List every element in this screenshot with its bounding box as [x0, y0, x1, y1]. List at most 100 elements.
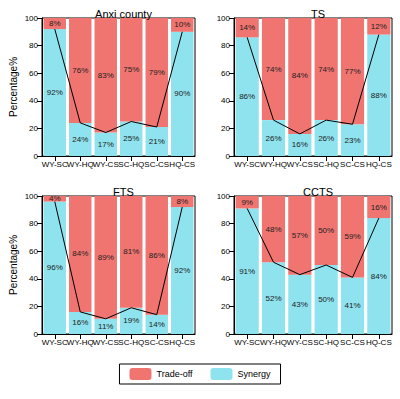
svg-text:SC-CS: SC-CS	[340, 160, 365, 169]
svg-text:60: 60	[29, 247, 38, 256]
svg-text:WY-SC: WY-SC	[234, 338, 260, 347]
svg-text:50%: 50%	[318, 226, 334, 235]
svg-text:92%: 92%	[47, 88, 63, 97]
svg-text:100: 100	[217, 192, 231, 201]
svg-text:WY-HQ: WY-HQ	[260, 338, 287, 347]
svg-text:60: 60	[29, 69, 38, 78]
svg-text:80: 80	[29, 41, 38, 50]
svg-text:HQ-CS: HQ-CS	[366, 160, 392, 169]
svg-text:80: 80	[221, 219, 230, 228]
svg-text:WY-SC: WY-SC	[42, 338, 68, 347]
svg-text:9%: 9%	[241, 198, 253, 207]
svg-text:40: 40	[221, 274, 230, 283]
svg-text:WY-CS: WY-CS	[287, 338, 313, 347]
svg-text:60: 60	[221, 69, 230, 78]
svg-text:74%: 74%	[318, 65, 334, 74]
svg-text:0: 0	[34, 152, 39, 161]
svg-text:75%: 75%	[123, 65, 139, 74]
svg-text:90%: 90%	[174, 89, 190, 98]
svg-text:96%: 96%	[47, 263, 63, 272]
svg-text:26%: 26%	[318, 134, 334, 143]
svg-text:HQ-CS: HQ-CS	[169, 338, 195, 347]
svg-text:41%: 41%	[344, 301, 360, 310]
svg-text:Synergy: Synergy	[238, 369, 272, 379]
svg-text:77%: 77%	[344, 67, 360, 76]
svg-text:FTS: FTS	[113, 186, 134, 198]
svg-text:19%: 19%	[123, 316, 139, 325]
svg-text:SC-HQ: SC-HQ	[118, 160, 144, 169]
svg-text:59%: 59%	[344, 232, 360, 241]
svg-text:40: 40	[29, 274, 38, 283]
svg-text:21%: 21%	[149, 137, 165, 146]
svg-text:20: 20	[221, 302, 230, 311]
svg-text:74%: 74%	[265, 65, 281, 74]
svg-text:100: 100	[25, 14, 39, 23]
svg-text:SC-CS: SC-CS	[144, 338, 169, 347]
svg-text:16%: 16%	[72, 318, 88, 327]
svg-text:86%: 86%	[149, 251, 165, 260]
svg-text:84%: 84%	[72, 249, 88, 258]
svg-text:0: 0	[34, 330, 39, 339]
svg-text:26%: 26%	[265, 134, 281, 143]
svg-text:79%: 79%	[149, 68, 165, 77]
svg-text:SC-HQ: SC-HQ	[313, 338, 339, 347]
svg-text:Anxi county: Anxi county	[95, 8, 152, 20]
svg-text:80: 80	[29, 219, 38, 228]
svg-text:WY-SC: WY-SC	[42, 160, 68, 169]
svg-text:WY-CS: WY-CS	[287, 160, 313, 169]
svg-text:88%: 88%	[371, 91, 387, 100]
svg-text:83%: 83%	[98, 71, 114, 80]
svg-text:10%: 10%	[174, 20, 190, 29]
svg-text:WY-HQ: WY-HQ	[260, 160, 287, 169]
svg-text:TS: TS	[311, 8, 325, 20]
svg-text:8%: 8%	[49, 19, 61, 28]
svg-text:HQ-CS: HQ-CS	[169, 160, 195, 169]
svg-text:16%: 16%	[371, 203, 387, 212]
svg-text:100: 100	[217, 14, 231, 23]
svg-text:50%: 50%	[318, 295, 334, 304]
svg-text:17%: 17%	[98, 140, 114, 149]
svg-text:81%: 81%	[123, 247, 139, 256]
svg-text:48%: 48%	[265, 225, 281, 234]
svg-text:SC-CS: SC-CS	[340, 338, 365, 347]
svg-text:WY-HQ: WY-HQ	[67, 338, 94, 347]
svg-text:Percentage%: Percentage%	[8, 235, 19, 295]
svg-text:WY-CS: WY-CS	[93, 338, 119, 347]
svg-text:40: 40	[221, 96, 230, 105]
svg-text:0: 0	[226, 152, 231, 161]
svg-text:12%: 12%	[371, 22, 387, 31]
svg-text:Percentage%: Percentage%	[8, 57, 19, 117]
svg-text:84%: 84%	[292, 71, 308, 80]
svg-text:WY-SC: WY-SC	[234, 160, 260, 169]
svg-text:52%: 52%	[265, 294, 281, 303]
svg-text:SC-CS: SC-CS	[144, 160, 169, 169]
svg-text:20: 20	[221, 124, 230, 133]
svg-text:60: 60	[221, 247, 230, 256]
svg-text:24%: 24%	[72, 135, 88, 144]
svg-text:25%: 25%	[123, 134, 139, 143]
svg-text:100: 100	[25, 192, 39, 201]
svg-text:0: 0	[226, 330, 231, 339]
svg-text:40: 40	[29, 96, 38, 105]
svg-text:14%: 14%	[149, 320, 165, 329]
svg-text:91%: 91%	[239, 267, 255, 276]
svg-text:20: 20	[29, 124, 38, 133]
svg-text:SC-HQ: SC-HQ	[118, 338, 144, 347]
svg-text:84%: 84%	[371, 272, 387, 281]
svg-text:43%: 43%	[292, 300, 308, 309]
svg-text:16%: 16%	[292, 140, 308, 149]
svg-text:11%: 11%	[98, 322, 113, 331]
svg-text:Trade-off: Trade-off	[156, 369, 193, 379]
svg-text:92%: 92%	[174, 266, 190, 275]
svg-text:57%: 57%	[292, 231, 308, 240]
svg-text:WY-CS: WY-CS	[93, 160, 119, 169]
svg-text:80: 80	[221, 41, 230, 50]
svg-text:86%: 86%	[239, 92, 255, 101]
svg-text:14%: 14%	[239, 23, 255, 32]
svg-text:WY-HQ: WY-HQ	[67, 160, 94, 169]
svg-text:89%: 89%	[98, 253, 114, 262]
svg-text:23%: 23%	[344, 136, 360, 145]
svg-text:8%: 8%	[176, 197, 188, 206]
svg-text:20: 20	[29, 302, 38, 311]
svg-text:HQ-CS: HQ-CS	[366, 338, 392, 347]
